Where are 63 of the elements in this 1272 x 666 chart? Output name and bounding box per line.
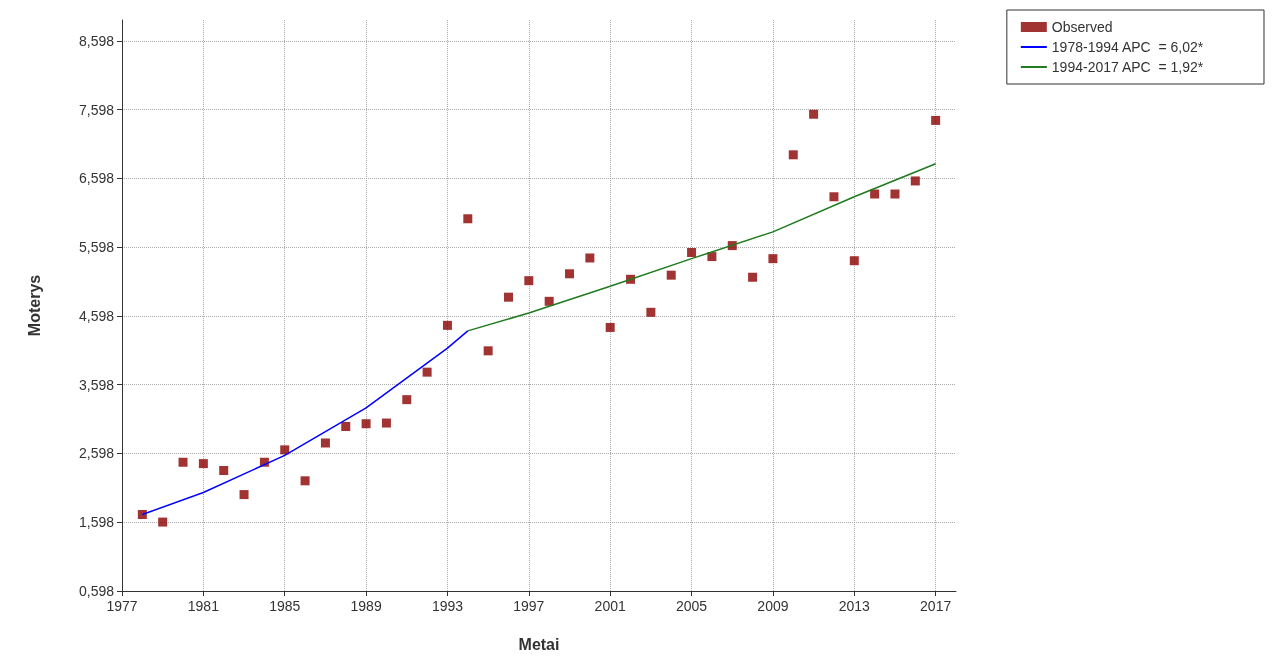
point xyxy=(687,247,697,257)
point xyxy=(910,176,920,186)
point xyxy=(239,490,249,500)
legend-label: 1978-1994 APC = 6,02* xyxy=(1051,39,1204,55)
point xyxy=(605,322,615,332)
point xyxy=(137,510,147,520)
x-axis-title: Metai xyxy=(518,635,560,653)
point xyxy=(198,459,208,469)
point xyxy=(544,296,554,306)
point xyxy=(748,272,758,282)
point xyxy=(463,214,473,224)
point xyxy=(320,438,330,448)
x-tick-label: 1985 xyxy=(269,598,301,614)
legend-label: 1994-2017 APC = 1,92* xyxy=(1051,59,1204,75)
y-tick-label: 7,598 xyxy=(78,101,115,118)
x-tick-label: 2013 xyxy=(838,598,871,614)
x-tick-label: 2017 xyxy=(920,598,952,614)
point xyxy=(524,276,534,286)
point xyxy=(422,367,432,377)
y-tick-label: 5,598 xyxy=(78,239,115,256)
legend-label: Observed xyxy=(1051,19,1113,35)
x-tick-label: 2009 xyxy=(757,598,789,614)
y-tick-label: 2,598 xyxy=(78,445,115,462)
point xyxy=(890,189,900,199)
point xyxy=(768,254,778,264)
y-axis-title: Moterys xyxy=(25,274,43,337)
point xyxy=(503,292,513,302)
point xyxy=(402,395,412,405)
y-tick-label: 8,598 xyxy=(78,32,115,49)
point xyxy=(280,445,290,455)
point xyxy=(931,115,941,125)
point xyxy=(483,346,493,356)
point xyxy=(565,269,575,279)
point xyxy=(585,253,595,263)
x-tick-label: 1981 xyxy=(187,598,220,614)
y-tick-label: 0,598 xyxy=(78,583,115,599)
point xyxy=(178,457,188,467)
point xyxy=(442,320,452,330)
x-tick-label: 1977 xyxy=(106,598,138,614)
y-tick-label: 3,598 xyxy=(78,376,115,393)
point xyxy=(809,109,819,119)
y-tick-label: 6,598 xyxy=(78,170,115,187)
point xyxy=(829,192,839,202)
y-tick-label: 4,598 xyxy=(78,307,115,324)
point xyxy=(849,256,859,266)
point xyxy=(788,150,798,160)
y-tick-label: 1,598 xyxy=(78,514,115,531)
x-tick-label: 1993 xyxy=(431,598,464,614)
x-tick-label: 2001 xyxy=(594,598,626,614)
point xyxy=(707,252,717,262)
line-series xyxy=(467,163,937,332)
x-tick-label: 1997 xyxy=(513,598,545,614)
point xyxy=(646,307,656,317)
x-tick-label: 2005 xyxy=(675,598,708,614)
point xyxy=(666,270,676,280)
point xyxy=(300,476,310,486)
point xyxy=(381,418,391,428)
point xyxy=(361,419,371,429)
x-tick-label: 1989 xyxy=(350,598,382,614)
point xyxy=(219,466,229,475)
point xyxy=(158,517,168,527)
point xyxy=(870,189,880,199)
point xyxy=(341,421,351,431)
